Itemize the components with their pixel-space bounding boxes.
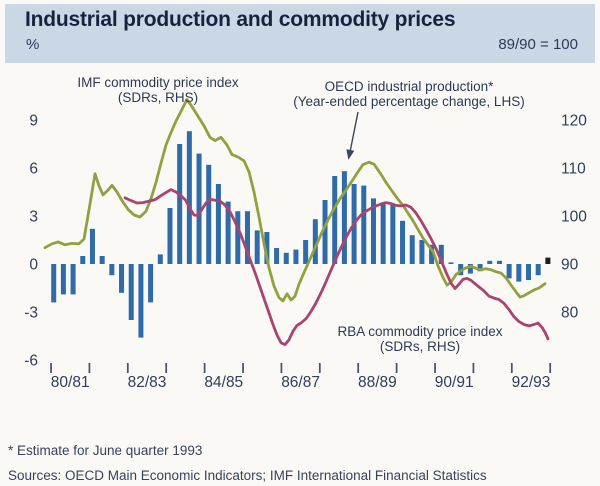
x-axis-label: 90/91 bbox=[435, 374, 474, 391]
page-title: Industrial production and commodity pric… bbox=[25, 8, 456, 31]
rba-label-text: (SDRs, RHS) bbox=[380, 339, 460, 354]
left-axis-tick-label: 9 bbox=[29, 113, 38, 130]
bar bbox=[274, 248, 280, 264]
bar bbox=[215, 184, 221, 264]
right-axis-labels: 120 110 100 90 80 bbox=[561, 113, 587, 322]
right-axis-tick-label: 100 bbox=[561, 209, 587, 226]
bar bbox=[409, 235, 415, 264]
bar-estimate bbox=[545, 257, 551, 264]
bar bbox=[526, 264, 532, 280]
bar bbox=[51, 264, 57, 303]
imf-commodity-line bbox=[43, 98, 547, 303]
x-axis-label: 92/93 bbox=[512, 374, 551, 391]
right-axis-tick-label: 110 bbox=[561, 161, 586, 178]
bar bbox=[448, 262, 454, 264]
bar bbox=[370, 198, 376, 264]
bar bbox=[245, 211, 250, 264]
left-axis-labels: 9 6 3 0 -3 -6 bbox=[24, 113, 38, 370]
x-axis-label: 84/85 bbox=[204, 374, 243, 391]
bar bbox=[60, 264, 66, 295]
bar bbox=[303, 240, 309, 264]
bar bbox=[89, 228, 95, 264]
sources-line: Sources: OECD Main Economic Indicators; … bbox=[8, 468, 487, 483]
bar bbox=[70, 264, 76, 295]
bar bbox=[157, 254, 163, 264]
bar bbox=[380, 203, 386, 264]
bar bbox=[99, 256, 105, 264]
bar bbox=[186, 131, 192, 264]
bar bbox=[128, 264, 134, 320]
rba-commodity-line bbox=[123, 188, 550, 346]
annotation-arrow-shaft bbox=[349, 111, 359, 153]
left-axis-tick-label: 0 bbox=[29, 257, 38, 274]
x-axis-label: 80/81 bbox=[51, 374, 90, 391]
bar bbox=[225, 201, 231, 264]
bar bbox=[438, 244, 444, 264]
x-axis-label: 88/89 bbox=[358, 374, 397, 391]
x-axis-label: 86/87 bbox=[281, 374, 320, 391]
bar bbox=[341, 171, 347, 264]
rba-label-text: RBA commodity price index bbox=[337, 324, 502, 339]
left-axis-tick-label: -3 bbox=[24, 305, 38, 322]
bar bbox=[332, 176, 338, 264]
bar bbox=[419, 240, 425, 264]
bar bbox=[109, 264, 115, 276]
right-axis-unit: 89/90 = 100 bbox=[498, 36, 578, 53]
oecd-label: OECD industrial production*(Year-ended p… bbox=[293, 79, 525, 160]
bar bbox=[477, 264, 483, 272]
bar bbox=[535, 264, 541, 276]
bar bbox=[283, 252, 289, 264]
right-axis-tick-label: 80 bbox=[561, 305, 579, 322]
rba-label: RBA commodity price index(SDRs, RHS) bbox=[337, 324, 502, 354]
bar bbox=[429, 244, 435, 264]
bar bbox=[138, 264, 144, 338]
bar bbox=[119, 264, 125, 293]
x-axis-label: 82/83 bbox=[128, 374, 167, 391]
left-axis-tick-label: 3 bbox=[29, 209, 38, 226]
imf-label: IMF commodity price index(SDRs, RHS) bbox=[77, 75, 239, 105]
oecd-label-text: OECD industrial production* bbox=[325, 79, 495, 94]
bar bbox=[148, 264, 154, 303]
right-axis-tick-label: 90 bbox=[561, 257, 579, 274]
bar bbox=[235, 211, 241, 264]
bar bbox=[264, 232, 270, 264]
bar bbox=[487, 260, 493, 264]
bar bbox=[467, 264, 473, 274]
bar bbox=[206, 164, 212, 264]
bar bbox=[322, 200, 328, 264]
left-axis-tick-label: -6 bbox=[24, 353, 38, 370]
bar bbox=[496, 260, 502, 264]
left-axis-unit: % bbox=[26, 36, 40, 53]
bar bbox=[506, 264, 512, 279]
bar bbox=[293, 249, 299, 264]
left-axis-tick-label: 6 bbox=[29, 161, 38, 178]
bar bbox=[177, 144, 183, 264]
bar bbox=[80, 256, 86, 264]
oecd-label-text: (Year-ended percentage change, LHS) bbox=[293, 94, 524, 109]
imf-label-text: IMF commodity price index bbox=[77, 75, 239, 90]
annotation-arrow-head bbox=[346, 149, 355, 160]
header-band bbox=[5, 4, 595, 63]
bar bbox=[390, 204, 396, 264]
bar bbox=[361, 185, 367, 264]
imf-label-text: (SDRs, RHS) bbox=[118, 90, 198, 105]
bar bbox=[400, 220, 406, 264]
bar bbox=[167, 208, 173, 264]
bar bbox=[254, 230, 260, 264]
bar bbox=[516, 264, 522, 282]
x-axis: 80/81 82/83 84/85 86/87 88/89 90/91 92/93 bbox=[50, 363, 552, 391]
right-axis-tick-label: 120 bbox=[561, 113, 587, 130]
oecd-production-bars bbox=[51, 131, 551, 338]
bar bbox=[196, 153, 202, 264]
bar bbox=[312, 219, 318, 264]
estimate-footnote: * Estimate for June quarter 1993 bbox=[8, 443, 203, 458]
